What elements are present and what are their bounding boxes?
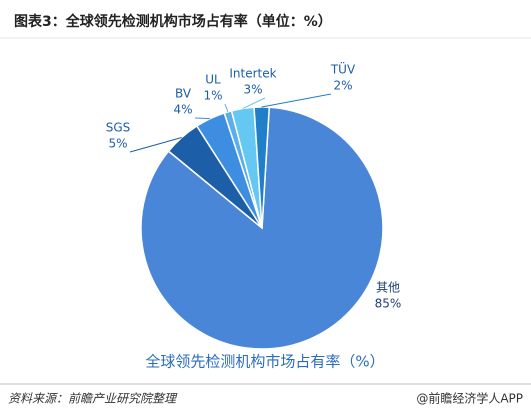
slice-name: UL bbox=[205, 73, 221, 87]
leader-line bbox=[194, 117, 211, 120]
slice-name: Intertek bbox=[229, 67, 276, 81]
slice-name: BV bbox=[175, 87, 192, 101]
slice-label: 3% bbox=[243, 83, 262, 97]
leader-line bbox=[261, 93, 332, 108]
slice-name: SGS bbox=[106, 121, 131, 135]
source: 资料来源：前瞻产业研究院整理 bbox=[8, 392, 178, 406]
slice-label: 4% bbox=[173, 103, 192, 117]
leader-line bbox=[224, 103, 229, 113]
pie-slice bbox=[253, 106, 271, 229]
chart-title: 图表3：全球领先检测机构市场占有率（单位：%） bbox=[14, 13, 332, 30]
slice-name: 其他 bbox=[376, 281, 400, 295]
slice-label: 5% bbox=[108, 137, 127, 151]
slice-name: TÜV bbox=[330, 61, 356, 77]
slice-label: 2% bbox=[333, 79, 352, 93]
slice-label: 85% bbox=[375, 297, 402, 311]
brand: @前瞻经济学人APP bbox=[416, 391, 523, 406]
chart-caption: 全球领先检测机构市场占有率（%） bbox=[145, 353, 384, 371]
leader-line bbox=[129, 136, 182, 153]
slice-label: 1% bbox=[203, 89, 222, 103]
leader-line bbox=[242, 97, 266, 109]
